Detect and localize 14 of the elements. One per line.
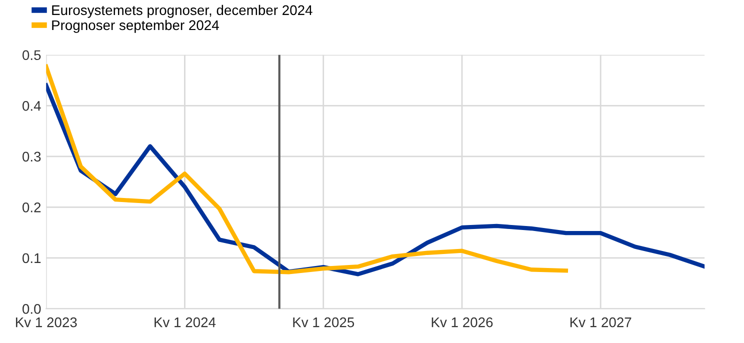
x-tick-label: Kv 1 2027 [570,317,632,328]
line-series [46,64,568,274]
legend-label: Prognoser september 2024 [52,20,219,33]
y-tick-label: 0.4 [22,100,41,111]
x-tick-label: Kv 1 2023 [16,317,77,328]
y-tick-label: 0.1 [22,253,41,264]
x-tick-label: Kv 1 2025 [293,317,354,328]
x-tick-label: Kv 1 2026 [432,317,493,328]
x-tick-label: Kv 1 2024 [154,317,216,328]
y-tick-label: 0.2 [22,202,41,212]
legend-label: Eurosystemets prognoser, december 2024 [52,4,312,18]
y-tick-label: 0.5 [22,50,41,60]
y-tick-label: 0.3 [22,152,41,162]
y-tick-label: 0.0 [22,304,41,314]
